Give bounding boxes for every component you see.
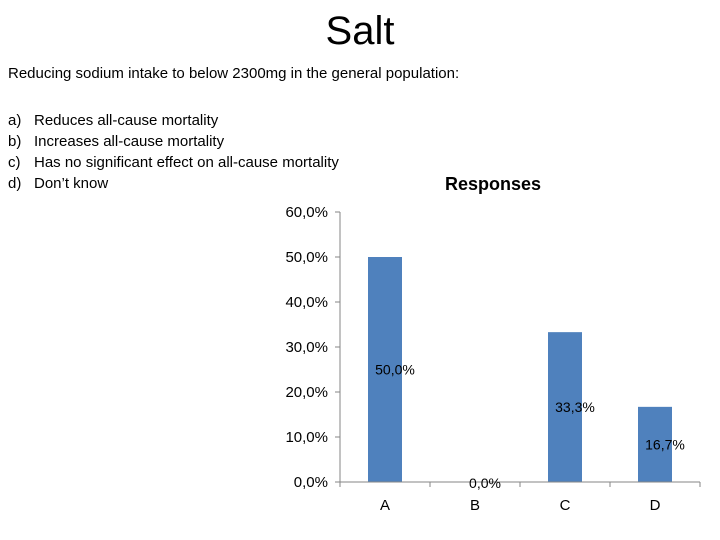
data-label: 33,3% bbox=[555, 399, 595, 415]
x-tick-label: C bbox=[560, 497, 571, 514]
option-text: Reduces all-cause mortality bbox=[34, 112, 219, 129]
y-tick-label: 10,0% bbox=[285, 429, 328, 446]
y-tick-label: 0,0% bbox=[294, 474, 328, 491]
option-text: Has no significant effect on all-cause m… bbox=[34, 154, 339, 171]
y-tick-label: 20,0% bbox=[285, 384, 328, 401]
option-letter: c) bbox=[8, 154, 21, 171]
x-tick-label: A bbox=[380, 497, 390, 514]
x-tick-label: B bbox=[470, 497, 480, 514]
option-text: Increases all-cause mortality bbox=[34, 133, 225, 150]
slide-title: Salt bbox=[325, 9, 395, 53]
option-b: b) Increases all-cause mortality bbox=[8, 131, 339, 152]
bar-a bbox=[368, 257, 402, 482]
option-c: c) Has no significant effect on all-cause… bbox=[8, 152, 339, 173]
bar-d bbox=[638, 406, 672, 482]
chart-title: Responses bbox=[445, 174, 541, 194]
bar-c bbox=[548, 332, 582, 482]
y-tick-label: 30,0% bbox=[285, 339, 328, 356]
option-letter: d) bbox=[8, 175, 22, 192]
y-tick-label: 40,0% bbox=[285, 294, 328, 311]
question-text: Reducing sodium intake to below 2300mg i… bbox=[8, 65, 460, 82]
option-a: a) Reduces all-cause mortality bbox=[8, 110, 339, 131]
option-letter: a) bbox=[8, 112, 22, 129]
option-text: Don’t know bbox=[34, 175, 109, 192]
option-d: d) Don’t know bbox=[8, 173, 339, 194]
data-label: 16,7% bbox=[645, 436, 685, 452]
option-letter: b) bbox=[8, 133, 22, 150]
x-tick-label: D bbox=[650, 497, 661, 514]
answer-options: a) Reduces all-cause mortality b) Increase… bbox=[8, 110, 339, 194]
y-tick-label: 50,0% bbox=[285, 249, 328, 266]
data-label: 50,0% bbox=[375, 362, 415, 378]
data-label: 0,0% bbox=[469, 475, 501, 491]
y-tick-label: 60,0% bbox=[285, 204, 328, 221]
